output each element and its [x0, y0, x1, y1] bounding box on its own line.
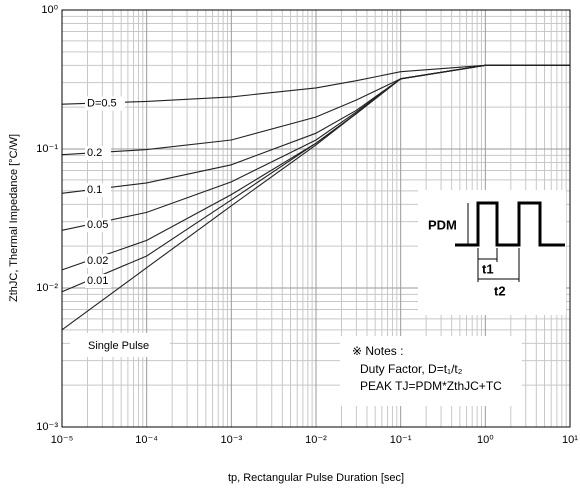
series-label: 0.05 — [87, 219, 108, 231]
t1-label: t1 — [482, 261, 494, 276]
series-label-background — [85, 146, 111, 161]
y-tick-label: 10⁻¹ — [36, 143, 58, 155]
series-line — [61, 64, 570, 331]
x-axis-label: tp, Rectangular Pulse Duration [sec] — [228, 472, 404, 484]
plot-frame — [61, 9, 571, 428]
x-tick-label: 10⁻¹ — [390, 434, 412, 446]
x-tick-label: 10¹ — [562, 434, 578, 446]
notes-background — [340, 336, 522, 406]
y-axis-label: ZthJC, Thermal Impedance [°C/W] — [8, 134, 20, 302]
series-label-background — [85, 254, 111, 269]
series-label: Single Pulse — [88, 340, 149, 352]
x-tick-label: 10⁻⁴ — [135, 434, 158, 446]
x-tick-label: 10⁻³ — [220, 434, 242, 446]
series-label: 0.1 — [87, 184, 102, 196]
pulse-wave — [455, 201, 565, 247]
note: ※ Notes : — [352, 344, 403, 358]
series-label: D=0.5 — [87, 97, 117, 109]
x-tick-label: 10⁻² — [305, 434, 327, 446]
series-label: 0.01 — [87, 275, 108, 287]
note: Duty Factor, D=t₁/t₂ — [360, 362, 463, 376]
series-label: 0.2 — [87, 147, 102, 159]
series-label-background — [85, 217, 111, 232]
notes: ※ Notes : Duty Factor, D=t₁/t₂ PEAK TJ=P… — [340, 336, 522, 406]
x-tick-label: 10⁻⁵ — [51, 434, 74, 446]
y-tick-label: 10⁰ — [41, 4, 58, 16]
t2-label: t2 — [494, 283, 506, 298]
note: PEAK TJ=PDM*ZthJC+TC — [360, 379, 502, 393]
pdm-label: PDM — [428, 217, 457, 232]
series-line — [61, 64, 570, 105]
y-tick-label: 10⁻² — [36, 282, 58, 294]
y-tick-label: 10⁻³ — [36, 421, 58, 433]
pulse-diagram: PDM t1 t2 — [418, 190, 566, 315]
x-tick-label: 10⁰ — [477, 434, 494, 446]
series-label: 0.02 — [87, 255, 108, 267]
series-label-background — [85, 274, 111, 289]
pulse-background — [418, 190, 566, 315]
series-label-background — [85, 183, 111, 198]
series-label-background — [85, 96, 125, 111]
series-label-background — [70, 333, 170, 357]
curves — [61, 64, 570, 331]
